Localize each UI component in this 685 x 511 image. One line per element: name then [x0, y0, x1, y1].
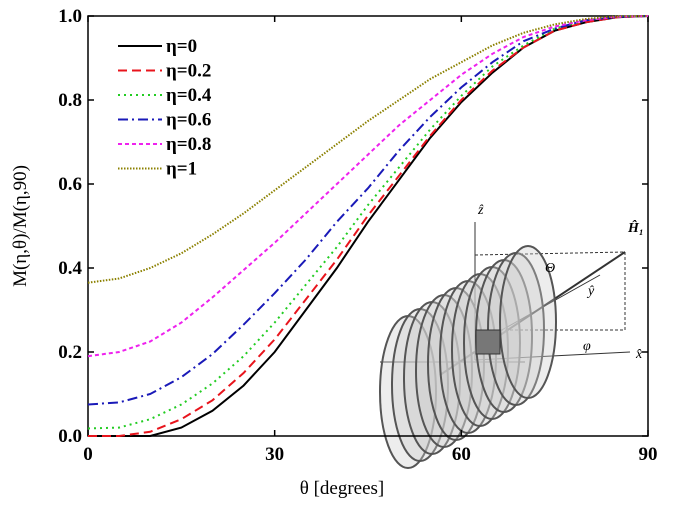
x-tick-label: 30: [265, 444, 284, 465]
series-line: [87, 15, 649, 358]
legend-label: η=0: [166, 36, 197, 57]
y-tick-label: 0.6: [58, 174, 82, 195]
y-tick-label: 0.0: [58, 426, 82, 447]
solenoid: [379, 245, 557, 469]
x-tick-label: 60: [452, 444, 471, 465]
inset-labels: ẑ Ĥ₁ Θ ŷ x̂ φ: [477, 203, 644, 362]
annotation: ẑ: [477, 203, 484, 218]
inset: [379, 222, 631, 469]
legend-label: η=0.6: [166, 110, 211, 131]
legend-label: η=0.4: [166, 85, 212, 106]
cube: [475, 329, 501, 355]
series-line: [87, 15, 649, 284]
x-tick-label: 0: [83, 444, 93, 465]
series-line: [88, 15, 649, 437]
annotation: Ĥ₁: [627, 219, 644, 236]
guide: [474, 251, 626, 256]
y-tick-label: 0.8: [58, 90, 82, 111]
y-tick-label: 1.0: [58, 6, 82, 27]
x-tick-label: 90: [639, 444, 658, 465]
y-tick-label: 0.4: [58, 258, 82, 279]
y-tick-label: 0.2: [58, 342, 82, 363]
annotation: φ: [583, 339, 591, 354]
legend-label: η=1: [166, 159, 197, 180]
series-line: [87, 15, 649, 430]
legend-label: η=0.8: [166, 134, 211, 155]
series-line: [87, 15, 649, 406]
annotation: x̂: [635, 347, 643, 362]
annotation: Θ: [545, 261, 555, 276]
x-axis-title: θ [degrees]: [300, 478, 385, 499]
annotation: ŷ: [586, 284, 595, 299]
legend-label: η=0.2: [166, 61, 211, 82]
y-axis-title: M(η,θ)/M(η,90): [10, 165, 31, 287]
plot-frame: [87, 15, 649, 437]
